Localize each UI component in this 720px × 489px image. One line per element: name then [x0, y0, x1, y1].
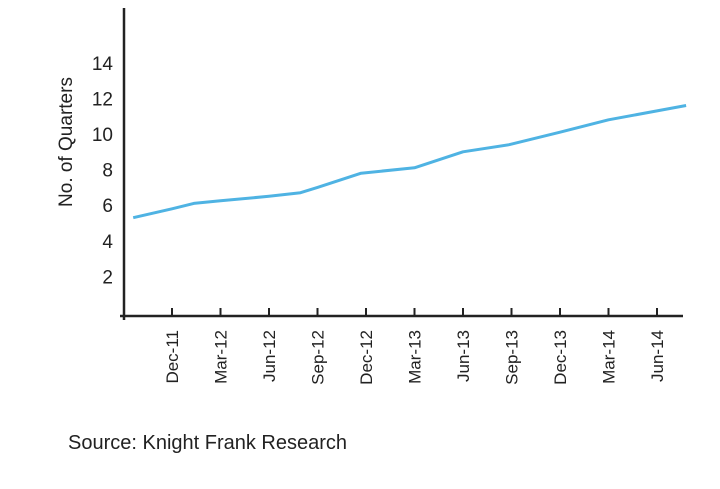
- x-tick-label: Dec-13: [551, 330, 570, 385]
- y-tick-label: 10: [92, 125, 113, 146]
- x-tick-label: Jun-12: [260, 330, 279, 382]
- x-tick-label: Sep-13: [503, 330, 522, 385]
- x-tick-label: Jun-13: [454, 330, 473, 382]
- y-tick-label: 4: [102, 232, 113, 253]
- x-tick-label: Dec-11: [163, 330, 182, 384]
- series-line: [132, 104, 687, 220]
- x-tick-label: Mar-12: [212, 330, 231, 384]
- y-tick-label: 6: [102, 196, 113, 217]
- y-tick-label: 8: [102, 161, 113, 182]
- y-tick-label: 12: [92, 89, 113, 110]
- y-tick-label: 14: [92, 54, 114, 75]
- x-tick-label: Mar-14: [600, 330, 619, 384]
- x-tick-label: Mar-13: [406, 330, 425, 384]
- y-axis-label: No. of Quarters: [56, 77, 77, 207]
- x-tick-label: Sep-12: [309, 330, 328, 385]
- source-note: Source: Knight Frank Research: [68, 432, 348, 454]
- x-tick-label: Jun-14: [648, 330, 667, 382]
- x-tick-label: Dec-12: [357, 330, 376, 385]
- y-tick-label: 2: [102, 267, 113, 288]
